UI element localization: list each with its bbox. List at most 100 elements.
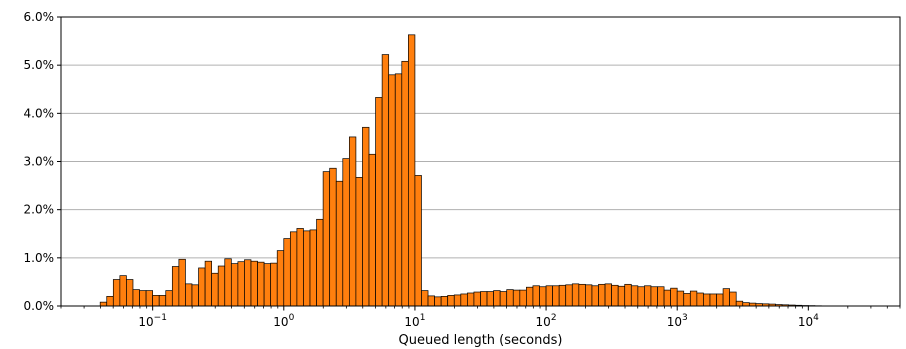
histogram-bar [185, 283, 193, 307]
histogram-bar [394, 73, 403, 307]
histogram-bar [244, 259, 252, 307]
histogram-bar [132, 289, 140, 307]
histogram-bar [381, 54, 390, 307]
histogram-bar [289, 231, 298, 307]
histogram-bar [263, 263, 272, 307]
histogram-bar [440, 296, 449, 307]
histogram-bar [427, 295, 435, 307]
x-axis-label: Queued length (seconds) [399, 333, 563, 348]
x-tick-label: 100 [273, 313, 294, 329]
histogram-bar [486, 291, 494, 307]
histogram-bar [408, 34, 416, 307]
histogram-bar [414, 175, 422, 307]
y-tick-label: 0.0% [24, 299, 55, 313]
histogram-bar [473, 291, 481, 307]
histogram-bar [257, 261, 265, 307]
histogram-bars [99, 34, 822, 307]
histogram-bar [283, 238, 291, 307]
histogram-bar [512, 289, 521, 307]
histogram-bar [716, 293, 724, 307]
histogram-bar [545, 285, 553, 307]
x-tick-label: 103 [667, 313, 688, 329]
histogram-bar [309, 229, 317, 307]
histogram-bar [460, 293, 468, 307]
histogram-bar [493, 290, 501, 307]
histogram-bar [637, 286, 645, 307]
histogram-bar [362, 126, 370, 307]
histogram-bar [650, 286, 658, 307]
x-tick-label: 101 [404, 313, 425, 329]
histogram-bar [217, 265, 226, 307]
histogram-bar [165, 290, 173, 307]
histogram-bar [224, 258, 232, 307]
histogram-bar [329, 167, 337, 307]
histogram-bar [296, 228, 304, 307]
histogram-bar [211, 272, 219, 307]
histogram-bar [696, 292, 704, 307]
histogram-bar [276, 250, 285, 307]
histogram-bar [532, 285, 540, 307]
histogram-bar [335, 180, 344, 307]
histogram-bar [401, 60, 409, 307]
grid-lines [61, 64, 900, 259]
histogram-bar [519, 289, 527, 307]
histogram-bar [171, 266, 180, 307]
histogram-bar [506, 289, 514, 307]
histogram-bar [355, 177, 363, 307]
histogram-bar [676, 290, 685, 307]
histogram-bar [630, 285, 639, 307]
histogram-bar [585, 284, 593, 307]
histogram-bar [388, 74, 396, 307]
x-tick-label: 104 [798, 313, 819, 329]
histogram-bar [237, 261, 245, 307]
histogram-bar [558, 284, 567, 307]
histogram-bar [670, 287, 678, 307]
x-axis-ticks: 10−1 100 101 102 103 104 [60, 306, 901, 329]
histogram-bar [571, 283, 580, 307]
histogram-bar [578, 283, 586, 307]
histogram-bar [342, 158, 350, 307]
histogram-bar [106, 296, 114, 307]
y-tick-label: 4.0% [24, 106, 55, 120]
histogram-bar [539, 286, 547, 307]
histogram-bar [421, 290, 429, 307]
histogram-bar [683, 293, 691, 307]
histogram-bar [99, 301, 108, 307]
histogram-bar [644, 285, 652, 307]
histogram-bar [126, 279, 134, 307]
y-tick-label: 6.0% [24, 10, 55, 24]
histogram-bar [375, 97, 383, 307]
histogram-bar [499, 291, 508, 307]
histogram-bar [447, 295, 455, 307]
histogram-bar [552, 285, 560, 307]
histogram-bar [368, 153, 376, 307]
histogram-bar [526, 286, 534, 307]
histogram-bar [434, 296, 442, 307]
y-tick-label: 3.0% [24, 155, 55, 169]
histogram-bar [722, 288, 730, 307]
histogram-bar [467, 292, 475, 307]
y-tick-label: 1.0% [24, 251, 55, 265]
x-tick-label: 10−1 [138, 313, 167, 329]
histogram-bar [689, 290, 698, 307]
histogram-bar [230, 263, 239, 307]
histogram-bar [112, 279, 121, 307]
histogram-bar [480, 291, 488, 307]
histogram-bar [158, 295, 167, 307]
histogram-bar [453, 294, 462, 307]
histogram-bar [735, 300, 744, 307]
histogram-bar [617, 285, 626, 307]
histogram-bar [742, 302, 750, 307]
histogram-bar [657, 286, 665, 307]
histogram-bar [348, 136, 357, 307]
histogram-bar [565, 284, 573, 307]
y-tick-label: 2.0% [24, 203, 55, 217]
y-tick-label: 5.0% [24, 58, 55, 72]
histogram-bar [145, 290, 153, 307]
histogram-bar [598, 283, 606, 307]
histogram-bar [322, 171, 331, 307]
histogram-bar [178, 258, 186, 307]
histogram-bar [250, 260, 258, 307]
histogram-bar [303, 230, 311, 307]
